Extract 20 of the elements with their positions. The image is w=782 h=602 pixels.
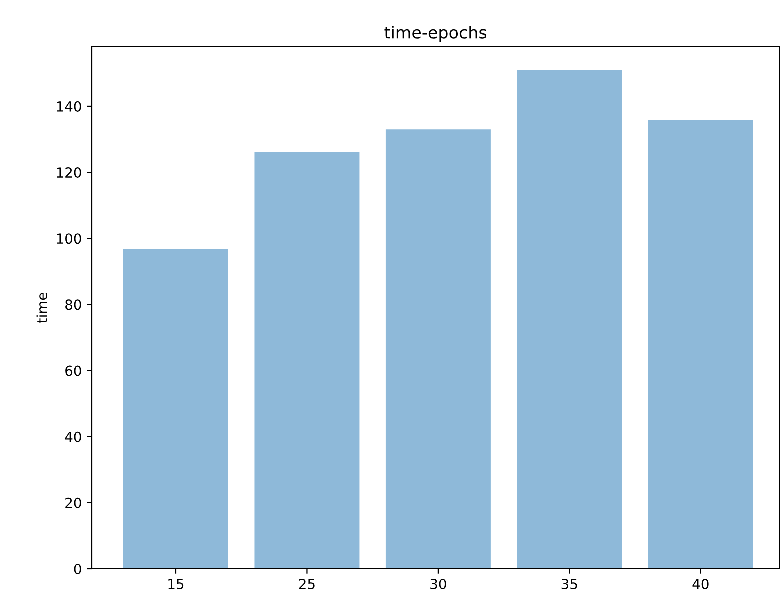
bar [123,250,228,569]
y-axis-title: time [36,293,48,324]
bar [648,120,754,569]
y-tick-label: 100 [57,234,82,244]
x-tick-label: 35 [562,578,578,590]
x-tick-label: 40 [692,578,709,590]
y-tick-label: 120 [57,168,82,178]
x-tick-label: 30 [430,578,446,590]
y-tick-label: 60 [66,366,82,376]
y-tick-label: 0 [74,564,82,574]
y-tick-label: 140 [57,101,82,112]
bar [254,152,360,569]
bar [386,130,491,569]
chart-title: time-epochs [384,26,487,42]
x-tick-label: 25 [299,578,315,590]
x-tick-label: 15 [168,579,184,590]
y-tick-label: 20 [66,498,82,508]
y-tick-label: 80 [66,300,82,310]
bar [517,70,622,569]
y-tick-label: 40 [65,432,82,442]
